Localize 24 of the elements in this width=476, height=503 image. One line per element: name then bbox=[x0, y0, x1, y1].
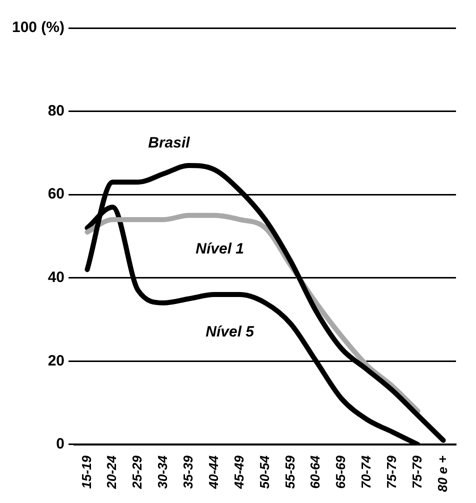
x-tick-label: 45-49 bbox=[231, 454, 246, 490]
x-tick-label: 40-44 bbox=[206, 454, 221, 490]
x-tick-label: 25-29 bbox=[130, 454, 145, 490]
x-tick-label: 75-79 bbox=[409, 454, 424, 489]
y-tick-label: 20 bbox=[48, 352, 65, 370]
y-tick-label: 100 (%) bbox=[12, 19, 65, 36]
y-tick-label: 80 bbox=[48, 102, 65, 120]
x-tick-label: 35-39 bbox=[180, 454, 196, 489]
series-label: Nível 5 bbox=[206, 324, 255, 341]
y-tick-label: 60 bbox=[48, 186, 65, 203]
x-tick-label: 20-24 bbox=[104, 454, 120, 490]
x-tick-label: 65-69 bbox=[333, 454, 348, 489]
x-tick-label: 30-34 bbox=[155, 454, 170, 489]
y-tick-label: 40 bbox=[48, 269, 65, 286]
y-tick-label: 0 bbox=[56, 436, 65, 453]
x-tick-label: 70-74 bbox=[358, 454, 374, 489]
x-tick-label: 60-64 bbox=[308, 454, 323, 489]
x-tick-label: 15-19 bbox=[78, 454, 94, 489]
x-tick-label: 80 e + bbox=[434, 455, 450, 492]
series-label: Brasil bbox=[148, 134, 191, 152]
series-label: Nível 1 bbox=[196, 240, 244, 258]
x-tick-label: 55-59 bbox=[282, 454, 298, 489]
x-tick-label: 75-79 bbox=[384, 454, 399, 489]
x-tick-label: 50-54 bbox=[256, 454, 272, 489]
